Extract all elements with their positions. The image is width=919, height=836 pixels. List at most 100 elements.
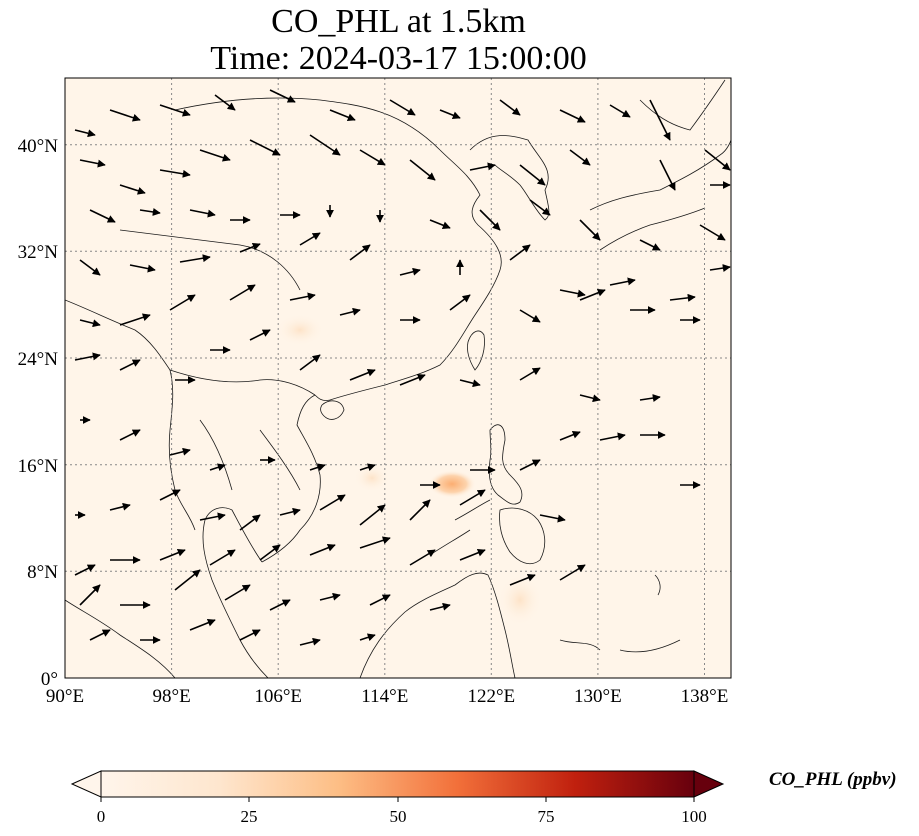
wind-arrow [319, 592, 341, 601]
wind-arrow [179, 254, 211, 263]
lat-tick-label: 24°N [18, 349, 59, 370]
wind-arrow [109, 502, 131, 511]
lat-tick-label: 32°N [18, 242, 59, 263]
colorbar-gradient [100, 770, 695, 798]
wind-arrow [269, 89, 296, 103]
wind-arrow [239, 242, 261, 253]
wind-arrow [429, 602, 451, 611]
wind-arrow [349, 368, 376, 381]
wind-arrow [199, 512, 226, 521]
concentration-hotspot [428, 470, 476, 498]
wind-arrow [319, 494, 346, 511]
concentration-patch [498, 574, 542, 626]
wind-arrow [159, 548, 186, 561]
wind-arrow [519, 367, 541, 381]
map-content [65, 78, 731, 678]
wind-arrow [609, 277, 636, 286]
wind-arrow [249, 329, 271, 341]
wind-arrow [359, 633, 376, 642]
wind-arrow [279, 507, 301, 516]
wind-arrow [399, 373, 426, 386]
wind-arrow [239, 629, 261, 641]
wind-arrow [159, 489, 181, 501]
map-background [65, 78, 731, 678]
wind-arrow [309, 134, 341, 156]
wind-arrow [459, 489, 486, 506]
wind-arrow [559, 109, 586, 123]
wind-arrow [479, 209, 501, 231]
concentration-patch [276, 314, 324, 346]
wind-arrow [509, 573, 536, 586]
lon-tick-label: 106°E [254, 686, 302, 707]
wind-arrow [119, 313, 151, 326]
wind-arrow [409, 159, 436, 181]
lon-tick-label: 122°E [467, 686, 515, 707]
lat-tick-label: 8°N [27, 562, 58, 583]
wind-arrow [704, 149, 731, 171]
wind-arrow [579, 219, 601, 241]
colorbar: 0 25 50 75 100 [70, 770, 725, 826]
map-gridlines [65, 78, 731, 678]
colorbar-extend-max [693, 770, 725, 798]
wind-arrow [709, 264, 731, 273]
wind-arrow [499, 99, 521, 116]
colorbar-extend-min [70, 770, 102, 798]
wind-arrow [89, 629, 111, 641]
wind-arrow [569, 149, 591, 166]
wind-arrow [119, 429, 141, 441]
wind-arrow [159, 169, 191, 178]
wind-arrow [519, 309, 541, 323]
wind-arrow [399, 267, 421, 276]
wind-arrow [159, 104, 191, 117]
lon-tick-label: 130°E [574, 686, 622, 707]
wind-arrow [79, 319, 101, 328]
lat-tick-label: 16°N [18, 456, 59, 477]
lon-tick-label: 138°E [681, 686, 729, 707]
lat-tick-label: 0° [41, 669, 58, 690]
map-time-subtitle: Time: 2024-03-17 15:00:00 [210, 40, 587, 77]
wind-arrow [539, 514, 566, 523]
wind-arrow [89, 209, 116, 223]
longitude-tick-labels: 90°E 98°E 106°E 114°E 122°E 130°E 138°E [46, 686, 728, 707]
wind-arrow [359, 536, 391, 549]
wind-arrow [74, 129, 96, 138]
wind-arrow [359, 149, 386, 166]
wind-arrow [209, 463, 226, 472]
coastlines [65, 79, 731, 678]
wind-arrow [79, 259, 101, 276]
wind-arrow [119, 184, 146, 195]
concentration-patch [354, 464, 390, 492]
wind-arrow [209, 549, 236, 566]
wind-arrow [639, 239, 661, 251]
wind-arrow [249, 139, 281, 156]
wind-arrow [699, 224, 726, 241]
wind-arrow [224, 584, 251, 601]
wind-arrow [449, 294, 471, 311]
latitude-tick-labels: 0° 8°N 16°N 24°N 32°N 40°N [18, 136, 59, 690]
wind-arrow [174, 569, 201, 591]
wind-arrow [339, 307, 361, 316]
colorbar-tick-label: 25 [241, 807, 258, 826]
wind-arrow [329, 109, 356, 122]
wind-arrow [459, 548, 486, 561]
wind-arrow [199, 149, 231, 162]
wind-arrow [74, 352, 101, 361]
wind-arrow [269, 599, 291, 611]
wind-arrow [509, 244, 531, 261]
wind-arrow [169, 294, 196, 311]
wind-arrow [79, 584, 101, 606]
wind-arrow [309, 463, 326, 472]
wind-arrow [429, 219, 451, 230]
wind-arrow [409, 549, 436, 566]
wind-arrow [299, 232, 321, 246]
lon-tick-label: 90°E [46, 686, 84, 707]
wind-arrow [469, 162, 496, 171]
wind-vectors [74, 89, 731, 646]
wind-arrow [74, 564, 96, 576]
wind-arrow [309, 543, 336, 556]
wind-arrow [189, 209, 216, 218]
wind-arrow [639, 394, 661, 403]
wind-arrow [299, 637, 321, 646]
wind-arrow [129, 264, 156, 273]
lon-tick-label: 98°E [152, 686, 190, 707]
